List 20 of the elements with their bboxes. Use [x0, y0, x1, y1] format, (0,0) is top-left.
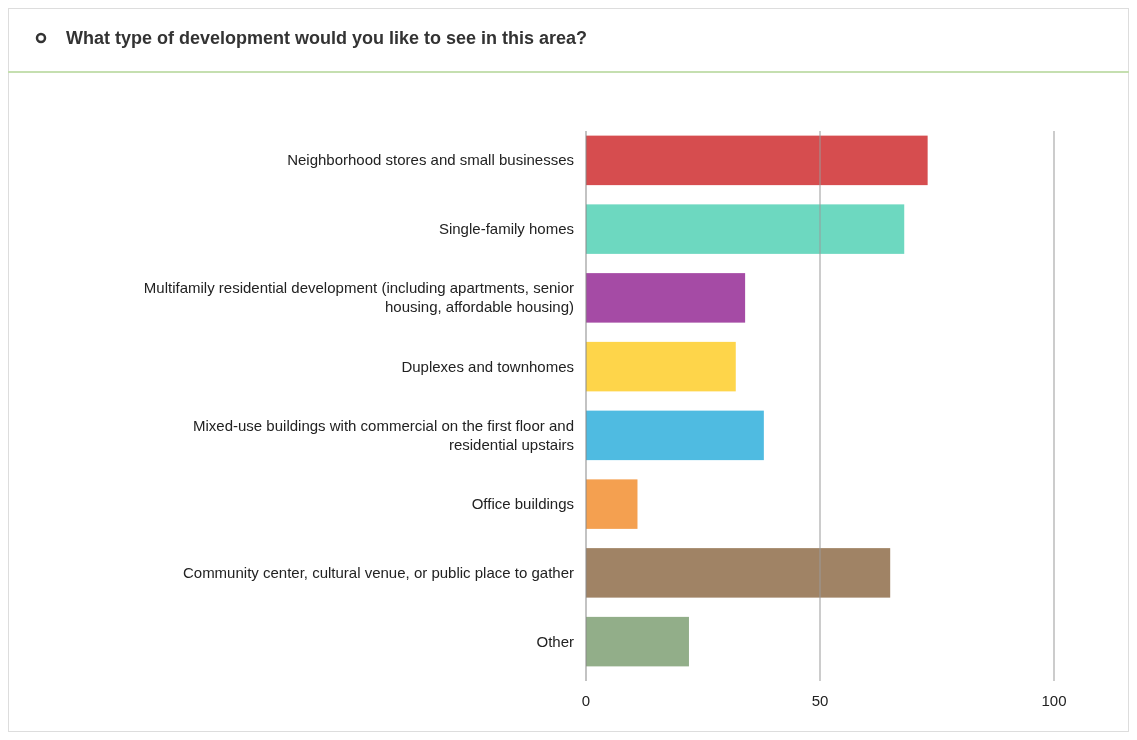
y-tick-label: Community center, cultural venue, or public place to gather — [182, 563, 574, 581]
y-tick-label: Single-family homes — [438, 220, 574, 238]
bar — [586, 616, 689, 667]
bar — [586, 548, 891, 598]
bar — [586, 273, 746, 323]
x-tick-label: 100 — [1041, 692, 1067, 709]
bar — [586, 479, 638, 529]
y-tick-label: Other — [536, 632, 574, 650]
y-tick-label: Duplexes and townhomes — [401, 357, 574, 375]
y-tick-label: Neighborhood stores and small businesses — [287, 151, 574, 169]
bar — [586, 135, 928, 186]
y-tick-label: Mixed-use buildings with commercial on the first floor and residential upstairs — [193, 416, 574, 453]
x-tick-label: 0 — [581, 692, 591, 709]
y-tick-label: Office buildings — [471, 495, 574, 513]
y-tick-label: Multifamily residential development (including apartments, senior housing, affordable housing) — [143, 279, 574, 316]
x-tick-label: 50 — [811, 692, 829, 709]
bar — [586, 410, 764, 461]
text: What type of development would you like to see in this area? — [66, 28, 588, 48]
bar — [586, 341, 736, 392]
bar — [586, 204, 905, 254]
